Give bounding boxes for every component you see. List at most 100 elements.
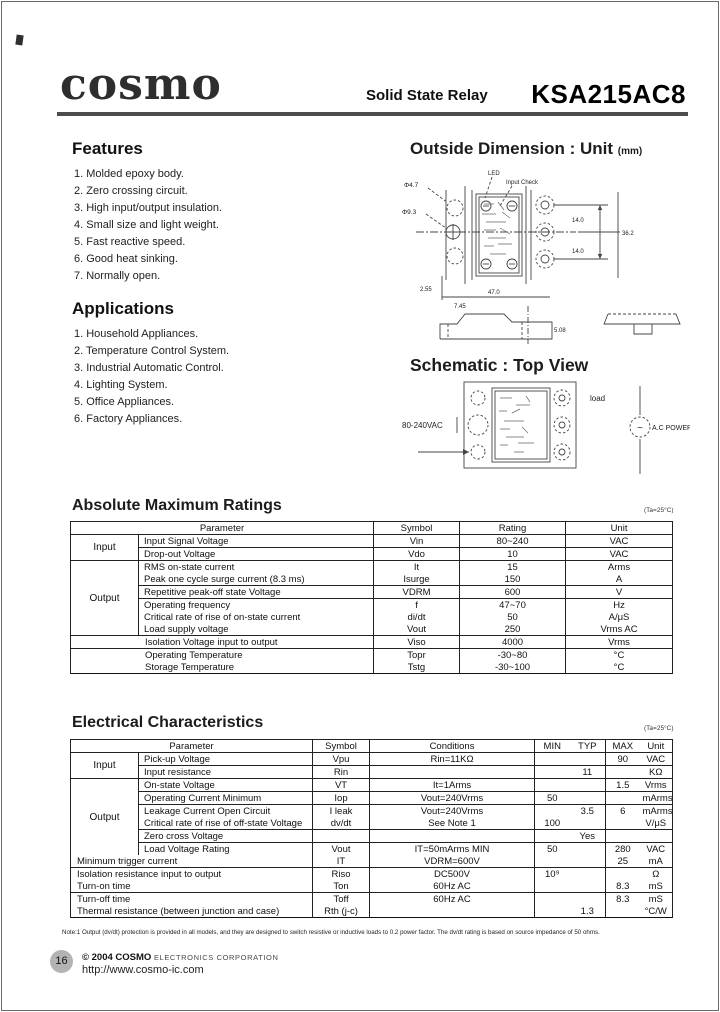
outside-dimension-title-text: Outside Dimension : Unit [410, 139, 614, 158]
copyright-company: ELECTRONICS CORPORATION [153, 953, 279, 962]
cell-symbol: VDRM [373, 585, 461, 599]
applications-title: Applications [72, 299, 175, 318]
cell-unit: A/μS [565, 611, 674, 623]
table-row: Input resistance Rin 11 KΩ [71, 765, 674, 779]
cell-min [534, 892, 570, 905]
scan-artifact [15, 34, 24, 46]
cell-unit: VAC [639, 752, 674, 766]
table-row: Repetitive peak-off state Voltage VDRM 6… [71, 585, 674, 599]
cell-min [534, 765, 570, 779]
list-item: 6. Factory Appliances. [74, 413, 183, 425]
cell-min [534, 880, 570, 893]
cell-max [605, 905, 640, 918]
cosmo-logo: cosmo [60, 59, 222, 110]
outside-dimension-unit: (mm) [617, 146, 643, 157]
relay-body [418, 381, 577, 469]
dim-label: 36.2 [622, 231, 634, 237]
table-row: Output RMS on-state current It 15 Arms [70, 560, 674, 636]
list-item: 3. High input/output insulation. [74, 202, 222, 214]
cell-typ [569, 892, 607, 905]
schematic-title: Schematic : Top View [410, 355, 589, 375]
cell-parameter: On-state Voltage [137, 778, 314, 792]
cell-max: 280 [605, 842, 640, 855]
list-item: 2. Temperature Control System. [74, 345, 230, 357]
cell-rating: 47~70 [459, 598, 567, 611]
table-row: Thermal resistance (between junction and… [69, 905, 674, 918]
cell-max [605, 791, 640, 805]
cell-typ [569, 791, 607, 805]
cell-typ [569, 817, 607, 830]
ac-power-symbol [629, 386, 651, 474]
cell-symbol: Vout [312, 842, 371, 855]
cell-unit [639, 829, 674, 843]
label-text-marks [482, 201, 512, 255]
left-column: Features 1. Molded epoxy body. 2. Zero c… [72, 139, 392, 428]
col-header: Rating [459, 521, 567, 535]
cell-parameter: Turn-off time [69, 892, 314, 905]
cell-typ [569, 880, 607, 893]
cell-parameter: Repetitive peak-off state Voltage [137, 585, 375, 599]
cell-min [534, 855, 570, 868]
list-item: 7. Normally open. [74, 270, 161, 282]
table-row: Turn-on time Ton 60Hz AC 8.3 mS [69, 880, 674, 893]
absolute-maximum-ratings-table: Parameter Symbol Rating Unit Input Input… [69, 521, 674, 674]
arrow-head [463, 449, 469, 455]
cell-parameter: Input Signal Voltage [137, 534, 375, 548]
col-header: TYP [569, 739, 607, 753]
cell-typ [569, 778, 607, 792]
cell-parameter: Operating Current Minimum [137, 791, 314, 805]
input-check-label: Input Check [506, 180, 539, 186]
cell-unit: A [565, 573, 674, 586]
cell-conditions [369, 765, 536, 779]
cell-rating: 80~240 [459, 534, 567, 548]
cell-symbol: VT [312, 778, 371, 792]
cell-rating: 15 [459, 560, 567, 573]
cell-symbol: IT [312, 855, 371, 868]
cell-symbol: It [373, 560, 461, 573]
ec-ta-note: (Ta=25°C) [644, 725, 674, 732]
cell-symbol: Vdo [373, 547, 461, 561]
cell-conditions: IT=50mArms MIN [369, 842, 536, 855]
cell-rating: -30~100 [459, 661, 567, 674]
cell-max [605, 765, 640, 779]
cell-min: 100 [534, 817, 570, 830]
cell-parameter: Thermal resistance (between junction and… [69, 905, 314, 918]
cell-parameter: Isolation Voltage input to output [69, 635, 375, 649]
load-label: load [590, 394, 605, 403]
dim-label: 47.0 [488, 290, 500, 296]
copyright-year: © 2004 COSMO [82, 952, 152, 963]
cell-rating: 250 [459, 623, 567, 636]
dim-label: Φ4.7 [404, 182, 419, 189]
cell-min: 50 [534, 842, 570, 855]
col-header: MIN [534, 739, 570, 753]
cell-unit: Hz [565, 598, 674, 611]
table-row: Input Input Signal Voltage Vin 80~240 VA… [70, 534, 674, 561]
side-views [439, 276, 681, 344]
cell-max: 25 [605, 855, 640, 868]
amr-section-title: Absolute Maximum Ratings [72, 497, 282, 514]
group-cell: Input [70, 534, 139, 561]
cell-min [534, 905, 570, 918]
cell-rating: 4000 [459, 635, 567, 649]
cell-symbol: f [373, 598, 461, 611]
cell-symbol: Rin [312, 765, 371, 779]
cell-typ [569, 842, 607, 855]
cell-conditions: See Note 1 [369, 817, 536, 830]
front-view [416, 176, 620, 284]
col-header: Conditions [369, 739, 536, 753]
features-list: 1. Molded epoxy body. 2. Zero crossing c… [74, 166, 392, 285]
cell-unit: mS [639, 892, 674, 905]
cell-max: 8.3 [605, 880, 640, 893]
col-header: Parameter [69, 739, 314, 753]
cell-symbol: Toff [312, 892, 371, 905]
cell-parameter: Operating frequency [137, 598, 375, 611]
group-cell: Input [70, 752, 139, 779]
cell-parameter: Peak one cycle surge current (8.3 ms) [137, 573, 375, 586]
copyright-line: © 2004 COSMO ELECTRONICS CORPORATION [82, 952, 278, 963]
cell-max [605, 829, 640, 843]
list-item: 2. Zero crossing circuit. [74, 185, 188, 197]
cell-parameter: Storage Temperature [69, 661, 375, 674]
col-header: MAX [605, 739, 640, 753]
ac-power-label: A.C POWER [652, 425, 690, 432]
cell-max: 8.3 [605, 892, 640, 905]
